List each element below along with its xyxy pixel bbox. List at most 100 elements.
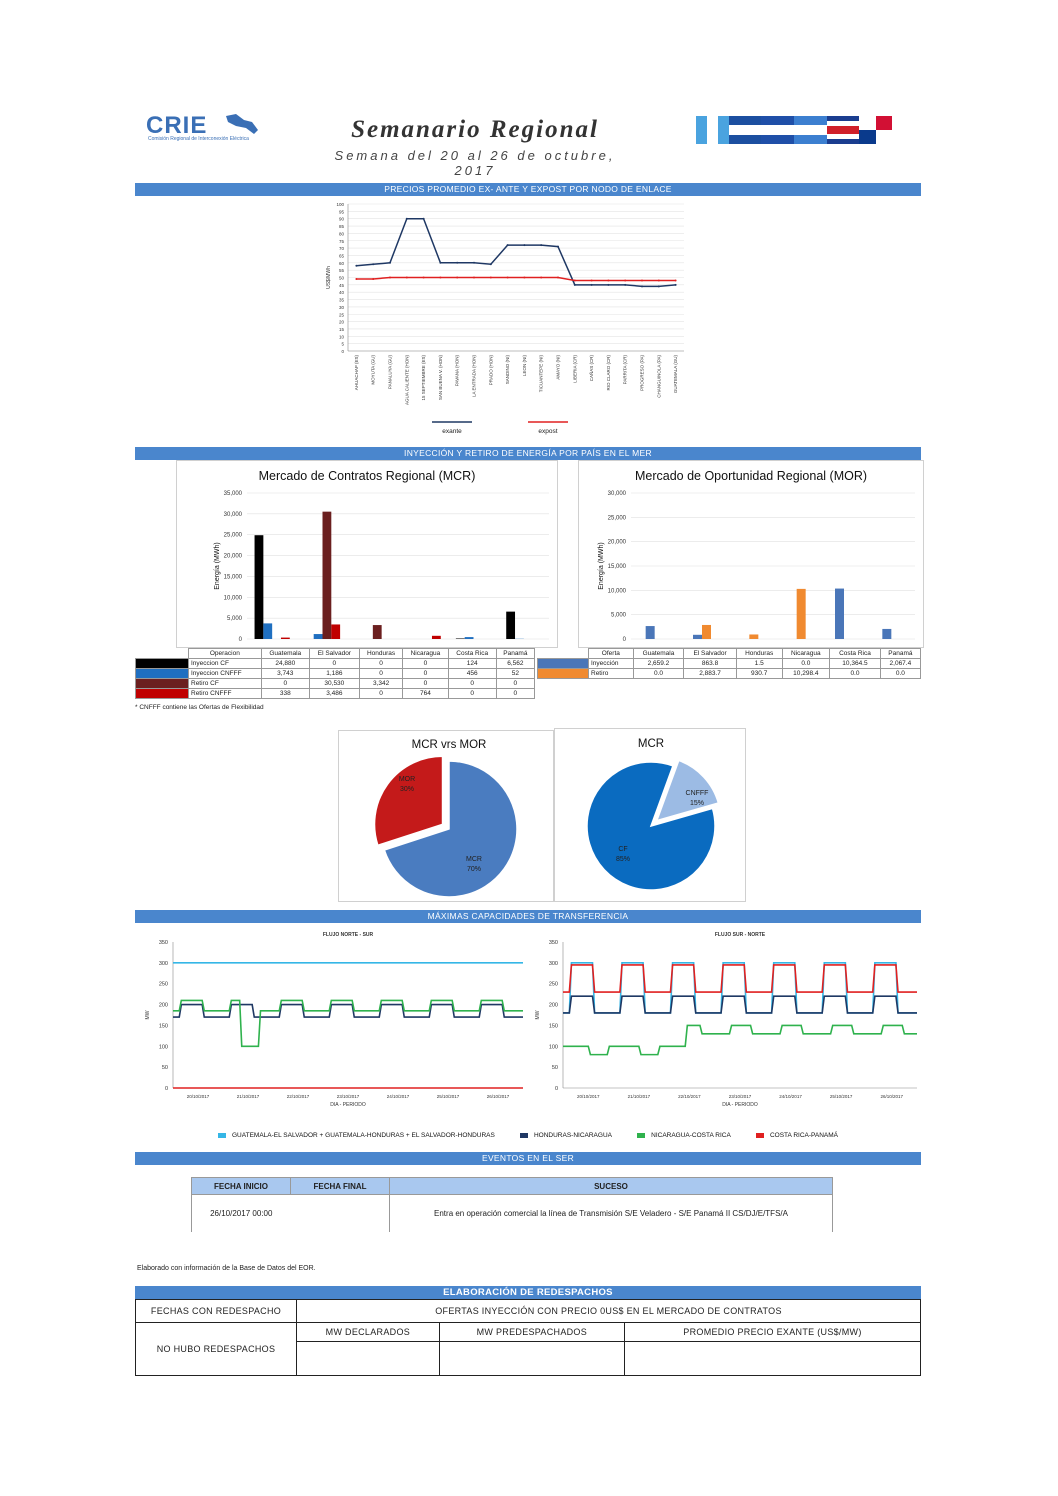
data-point [372, 263, 375, 266]
table-header-country: Nicaragua [781, 648, 831, 659]
redispatch-col-dates: FECHAS CON REDESPACHO [135, 1299, 297, 1323]
y-tick-label: 0 [623, 637, 627, 643]
table-cell: 863.8 [683, 658, 737, 669]
pie-label: MCR [466, 856, 482, 863]
data-point [506, 244, 509, 247]
legend-swatch-cell [135, 658, 189, 669]
bar-Retiro [749, 634, 759, 639]
data-point [624, 283, 627, 286]
x-tick-label: PARRITA (CR) [623, 355, 628, 385]
pie-slice-CNFFF [655, 759, 720, 822]
redispatch-none: NO HUBO REDESPACHOS [135, 1322, 297, 1376]
bar-Retiro CF [322, 511, 332, 639]
y-tick-label: 50 [552, 1065, 558, 1071]
series-name: Inyección [588, 658, 634, 669]
y-tick-label: 150 [549, 1023, 558, 1029]
y-axis-label: Energía (MWh) [214, 542, 221, 589]
y-tick-label: 5,000 [227, 616, 243, 622]
y-tick-label: 350 [549, 940, 558, 946]
data-point [641, 279, 643, 282]
legend-label: expost [538, 428, 557, 435]
data-point [573, 279, 576, 282]
data-point [405, 276, 408, 279]
table-header-country: Honduras [735, 648, 783, 659]
x-tick-label: LA ENTRADA (HON) [472, 355, 477, 398]
x-tick-label: SAN BUENA V. (HON) [438, 355, 443, 401]
data-point [590, 283, 593, 286]
legend-item: COSTA RICA-PANAMÁ [755, 1132, 838, 1139]
legend-swatch-cell [135, 678, 189, 689]
honduras-flag-icon [728, 116, 762, 144]
x-tick-label: TICUANTEPE (NI) [539, 355, 544, 393]
y-tick-label: 25,000 [224, 533, 243, 539]
bar-Inyección [835, 588, 844, 639]
flow-line-GUATEMALA-EL SALVADOR + GUATEMALA-HONDURAS + EL SALVADOR-HONDURAS [563, 962, 917, 1014]
data-point [657, 279, 660, 282]
bar-Inyeccion CF [506, 611, 516, 639]
y-tick-label: 40 [339, 290, 345, 295]
y-tick-label: 65 [339, 253, 345, 258]
redispatch-sub-predispatched: MW PREDESPACHADOS [438, 1322, 625, 1342]
pie-slice-MCR [383, 760, 518, 898]
table-cell: 2,883.7 [683, 668, 737, 679]
legend-label: exante [442, 428, 462, 435]
y-axis-label: US$/MWh [326, 266, 332, 289]
legend-swatch [218, 1132, 226, 1138]
data-point [489, 276, 492, 279]
data-point [657, 285, 660, 288]
pie-pct-label: 15% [690, 800, 704, 807]
table-header-operation: Operacion [188, 648, 262, 659]
data-point [557, 245, 559, 248]
data-point [674, 279, 677, 282]
redispatch-sub-price: PROMEDIO PRECIO EXANTE (US$/MW) [623, 1322, 922, 1342]
flow-legend: GUATEMALA-EL SALVADOR + GUATEMALA-HONDUR… [218, 1132, 838, 1139]
table-header-offer: Oferta [588, 648, 634, 659]
central-america-map-icon [226, 114, 258, 134]
table-cell: 930.7 [735, 668, 783, 679]
legend-swatch-cell [537, 668, 589, 679]
y-tick-label: 350 [159, 940, 168, 946]
table-cell: 3,486 [308, 688, 360, 699]
table-cell: 0 [358, 658, 404, 669]
legend-label: COSTA RICA-PANAMÁ [769, 1132, 838, 1139]
events-table: FECHA INICIO FECHA FINAL SUCESO 26/10/20… [191, 1177, 833, 1232]
pie-pct-label: 70% [467, 866, 481, 873]
table-row: Retiro 0.0 2,883.7 930.7 10,298.4 0.0 0.0 [537, 668, 922, 679]
legend-swatch [755, 1132, 764, 1138]
x-tick-label: PROGRESO (PA) [640, 354, 645, 390]
y-tick-label: 250 [159, 982, 168, 988]
table-row [136, 1341, 922, 1376]
x-tick-label: 23/10/2017 [729, 1094, 752, 1099]
y-tick-label: 70 [339, 246, 345, 251]
pie-title: MCR vrs MOR [412, 739, 487, 751]
y-tick-label: 50 [162, 1065, 168, 1071]
y-tick-label: 90 [339, 217, 345, 222]
x-tick-label: 22/10/2017 [287, 1094, 310, 1099]
legend-swatch [637, 1132, 646, 1138]
y-tick-label: 60 [339, 261, 345, 266]
table-cell: 0.0 [829, 668, 881, 679]
flow-line-HONDURAS-NICARAGUA [563, 995, 917, 1014]
x-tick-label: 20/10/2017 [577, 1094, 600, 1099]
y-tick-label: 10,000 [608, 588, 627, 594]
table-cell: 1.5 [735, 658, 783, 669]
flow-line-NICARAGUA-COSTA RICA [173, 999, 523, 1048]
bar-Inyeccion CNFFF [313, 634, 323, 639]
series-line-exante [356, 217, 676, 288]
x-tick-label: 24/10/2017 [779, 1094, 802, 1099]
mor-data-table: Oferta Guatemala El Salvador Honduras Ni… [537, 648, 922, 679]
x-tick-label: AHUACHAP (ES) [354, 355, 359, 391]
mcr-vs-mor-pie-chart: MCR vrs MOR MOR 30% MCR 70% [373, 739, 518, 898]
table-cell [296, 1341, 440, 1376]
mcr-footnote: * CNFFF contiene las Ofertas de Flexibil… [135, 704, 264, 711]
table-cell: 24,880 [260, 658, 310, 669]
x-tick-label: PANALUYA (GU) [388, 355, 393, 390]
mcr-bar-chart: 0 5,000 10,000 15,000 20,000 25,000 30,000 35,0… [214, 491, 549, 643]
x-tick-label: PAVANA (HON) [455, 355, 460, 387]
section-bar-transfer: MÁXIMAS CAPACIDADES DE TRANSFERENCIA [135, 910, 921, 923]
table-cell: 0 [495, 678, 536, 689]
y-tick-label: 5,000 [611, 613, 627, 619]
y-tick-label: 50 [339, 276, 345, 281]
redispatch-col-offers: OFERTAS INYECCIÓN CON PRECIO 0US$ EN EL … [296, 1299, 921, 1323]
data-point [422, 276, 425, 279]
